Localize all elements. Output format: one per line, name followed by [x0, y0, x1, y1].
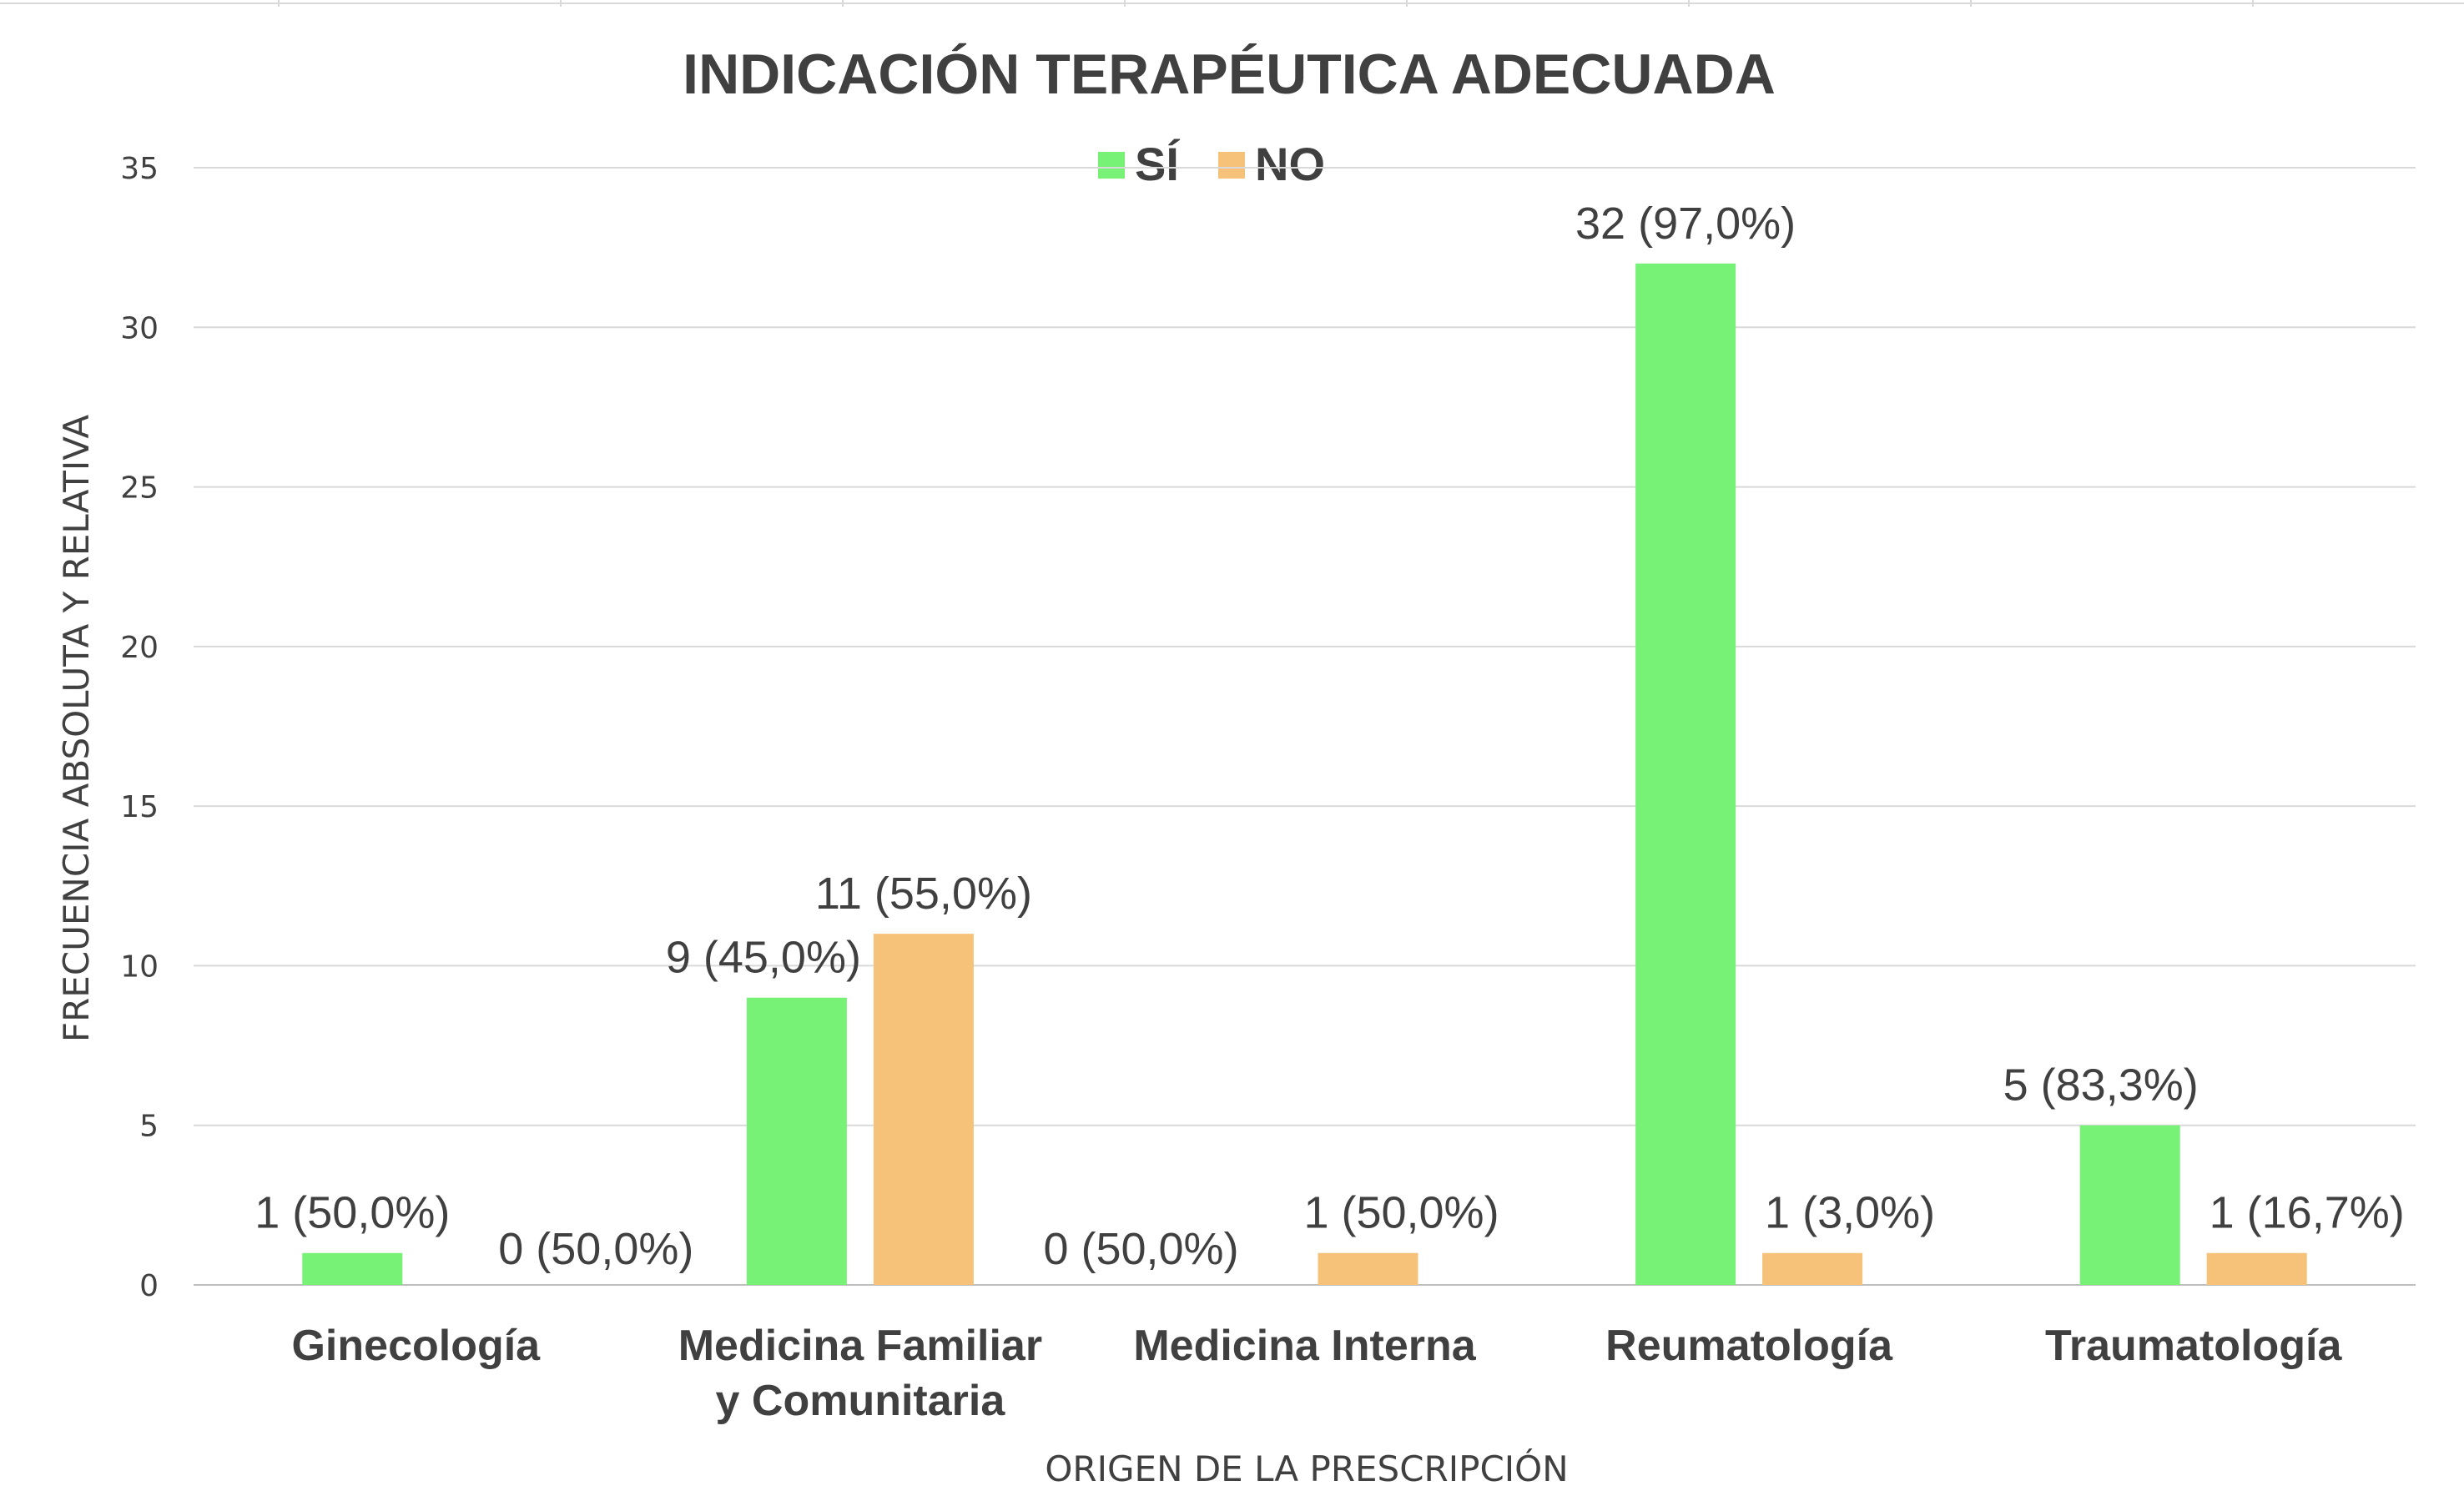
x-tick-label: Medicina Interna	[1133, 1322, 1476, 1370]
bar-si-1	[746, 997, 847, 1285]
x-tick-label: Medicina Familiar	[678, 1322, 1042, 1370]
bars	[302, 263, 2307, 1285]
x-tick-label: Ginecología	[291, 1322, 541, 1370]
data-label: 1 (50,0%)	[1303, 1188, 1499, 1238]
bar-si-0	[302, 1252, 403, 1285]
y-tick-label: 25	[120, 471, 159, 506]
bar-si-4	[2079, 1125, 2180, 1285]
bar-no-4	[2206, 1252, 2307, 1285]
data-label: 11 (55,0%)	[815, 869, 1032, 919]
y-tick-label: 30	[120, 311, 159, 345]
y-tick-label: 5	[139, 1110, 159, 1144]
bar-no-2	[1318, 1252, 1418, 1285]
data-label: 1 (16,7%)	[2210, 1188, 2405, 1238]
top-cell-lines	[0, 0, 2464, 7]
chart-title: INDICACIÓN TERAPÉUTICA ADECUADA	[683, 43, 1776, 106]
legend-swatch	[1218, 152, 1245, 179]
data-label: 1 (3,0%)	[1765, 1188, 1935, 1238]
x-tick-label: Traumatología	[2045, 1322, 2342, 1370]
y-tick-label: 35	[120, 152, 159, 186]
bar-no-1	[873, 934, 974, 1285]
x-tick-label: Reumatología	[1605, 1322, 1893, 1370]
legend-swatch	[1098, 152, 1125, 179]
legend-label: NO	[1255, 138, 1325, 190]
legend: SÍ NO	[1098, 138, 1325, 190]
data-label: 0 (50,0%)	[498, 1224, 693, 1274]
y-tick-label: 0	[139, 1269, 159, 1303]
y-tick-label: 20	[120, 631, 159, 665]
bar-no-3	[1762, 1252, 1863, 1285]
data-label: 5 (83,3%)	[2003, 1060, 2199, 1111]
data-label: 9 (45,0%)	[666, 933, 861, 983]
data-label: 32 (97,0%)	[1575, 199, 1796, 249]
bar-si-3	[1635, 263, 1736, 1285]
x-axis-title: ORIGEN DE LA PRESCRIPCIÓN	[1045, 1448, 1568, 1486]
data-label: 0 (50,0%)	[1043, 1224, 1238, 1274]
x-tick-label: y Comunitaria	[716, 1377, 1006, 1425]
y-tick-label: 15	[120, 790, 159, 824]
y-axis-ticks: 0 5 10 15 20 25 30 35	[120, 152, 159, 1303]
data-labels: 1 (50,0%) 0 (50,0%) 9 (45,0%) 11 (55,0%) 0 (…	[254, 199, 2405, 1274]
gridlines	[194, 167, 2416, 1286]
y-tick-label: 10	[120, 950, 159, 984]
data-label: 1 (50,0%)	[254, 1188, 450, 1238]
y-axis-title: FRECUENCIA ABSOLUTA Y RELATIVA	[56, 415, 97, 1042]
legend-label: SÍ	[1135, 138, 1180, 190]
x-axis-ticks: Ginecología Medicina Familiar y Comunitari…	[291, 1322, 2342, 1425]
